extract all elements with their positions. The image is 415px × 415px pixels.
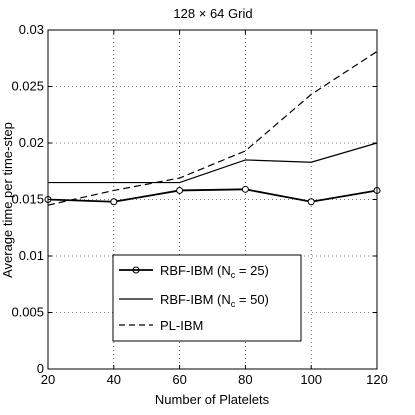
series-group	[44, 50, 381, 206]
legend-entry-rbf-50: RBF-IBM (Nc = 50)	[119, 292, 269, 309]
series-point-0	[307, 198, 315, 206]
legend-label-rbf-50: RBF-IBM (Nc = 50)	[160, 292, 269, 309]
x-tick-label: 80	[238, 372, 252, 387]
series-point-0	[176, 186, 184, 194]
legend: RBF-IBM (Nc = 25) RBF-IBM (Nc = 50) PL-I…	[112, 254, 302, 342]
x-tick-label: 120	[366, 372, 388, 387]
series-point-0	[241, 185, 249, 193]
legend-entry-pl-ibm: PL-IBM	[119, 318, 203, 333]
x-tick-label: 100	[300, 372, 322, 387]
legend-entry-rbf-25: RBF-IBM (Nc = 25)	[119, 263, 269, 280]
y-tick-label: 0.015	[11, 192, 44, 207]
chart-title: 128 × 64 Grid	[173, 6, 252, 21]
ticks: 20 40 60 80 100 120 0 0.005 0.01 0.015 0.02 0.025 0.…	[11, 22, 387, 387]
series-point-0	[110, 198, 118, 206]
y-tick-label: 0.01	[19, 248, 44, 263]
x-tick-label: 60	[172, 372, 186, 387]
x-axis-title: Number of Platelets	[155, 392, 270, 407]
legend-label-pl-ibm: PL-IBM	[160, 318, 203, 333]
x-tick-label: 40	[107, 372, 121, 387]
x-tick-label: 20	[41, 372, 55, 387]
series-line-1	[48, 142, 378, 184]
legend-label-rbf-25: RBF-IBM (Nc = 25)	[160, 263, 269, 280]
y-axis-title: Average time per time-step	[0, 122, 15, 278]
y-tick-label: 0.02	[19, 135, 44, 150]
legend-marker-rbf-25	[132, 266, 140, 274]
y-tick-label: 0	[37, 361, 44, 376]
y-tick-label: 0.005	[11, 305, 44, 320]
series-line-0	[47, 188, 378, 203]
series-line-2	[47, 50, 378, 206]
y-tick-label: 0.03	[19, 22, 44, 37]
y-tick-label: 0.025	[11, 79, 44, 94]
